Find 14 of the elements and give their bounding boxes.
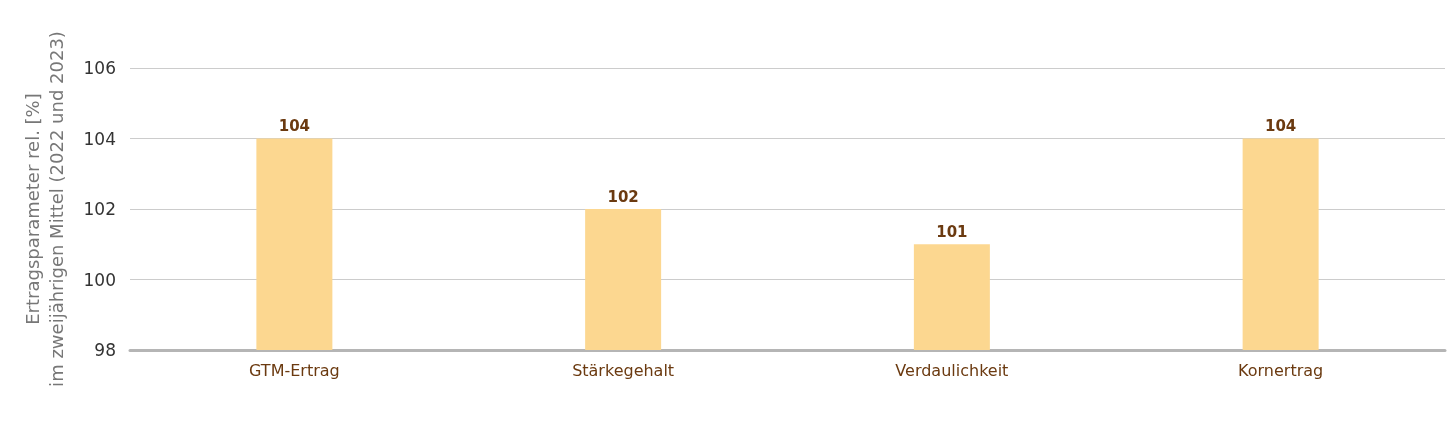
data-label: 104 <box>278 117 311 135</box>
x-tick-label: Stärkegehalt <box>572 360 675 380</box>
data-label: 102 <box>607 187 639 206</box>
y-tick-label: 102 <box>83 199 116 219</box>
y-axis-title: Ertragsparameter rel. [%] im zweijährigen Mittel (2022 und 2023) <box>21 31 67 387</box>
data-label: 104 <box>1264 117 1297 135</box>
x-tick-label: GTM-Ertrag <box>249 360 340 380</box>
y-tick-label: 100 <box>83 269 116 290</box>
x-tick-label: Verdaulichkeit <box>895 360 1009 380</box>
y-tick-label: 106 <box>83 58 116 78</box>
data-label: 101 <box>936 222 968 241</box>
y-tick-label: 98 <box>94 340 116 360</box>
y-tick-label: 104 <box>83 128 116 149</box>
x-tick-label: Kornertrag <box>1238 360 1324 380</box>
